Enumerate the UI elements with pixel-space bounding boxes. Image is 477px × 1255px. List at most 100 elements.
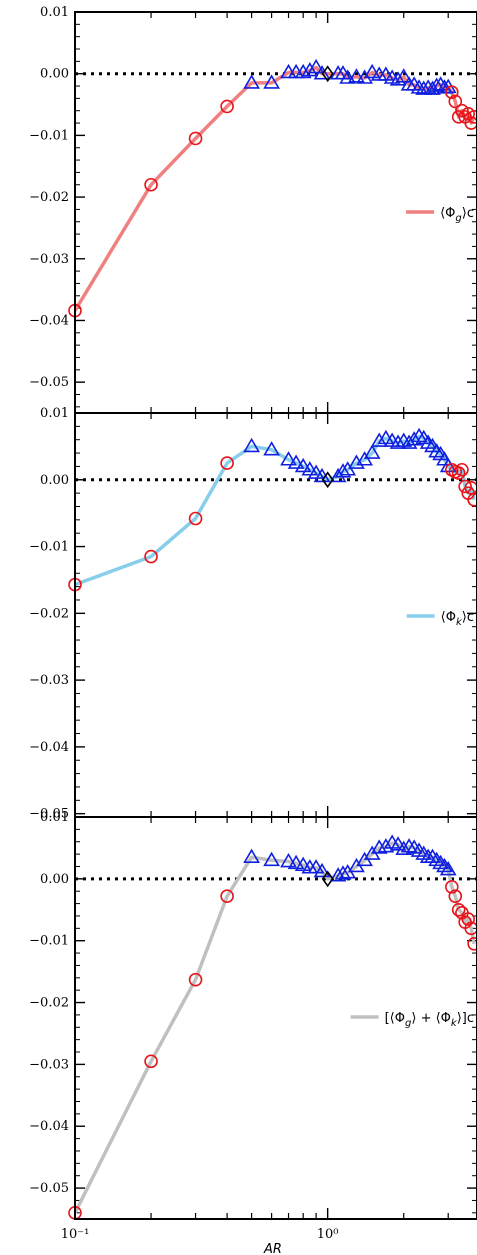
y-tick-label: −0.03	[29, 252, 69, 267]
data-point-circle	[445, 880, 459, 894]
y-tick-label: −0.05	[29, 1181, 69, 1196]
data-point-triangle	[389, 434, 407, 449]
data-point-triangle	[370, 432, 388, 447]
data-point-circle	[445, 85, 459, 99]
data-point-triangle	[313, 65, 331, 80]
y-tick-label: −0.01	[29, 934, 69, 949]
data-point-triangle	[287, 854, 305, 870]
data-point-circle	[461, 912, 476, 926]
data-point-triangle	[377, 66, 395, 81]
y-tick-label: 0.00	[40, 872, 69, 887]
data-point-triangle	[301, 461, 319, 476]
data-point-triangle	[428, 77, 446, 92]
data-point-triangle	[263, 851, 281, 867]
y-tick-label: 0.01	[40, 810, 69, 825]
y-tick-label: −0.02	[29, 996, 69, 1011]
data-point-triangle	[428, 851, 446, 867]
data-point-triangle	[439, 457, 457, 473]
data-point-triangle	[432, 76, 450, 91]
data-point-triangle	[280, 852, 297, 868]
y-tick-label: −0.04	[29, 740, 69, 755]
data-point-circle	[144, 549, 158, 564]
data-point-circle	[188, 511, 203, 526]
data-point-triangle	[280, 451, 297, 466]
data-point-triangle	[287, 454, 305, 469]
y-tick-label: −0.03	[29, 1057, 69, 1072]
data-point-triangle	[400, 838, 418, 853]
legend-label: ⟨Φk⟩c	[441, 610, 474, 628]
data-point-triangle	[294, 856, 312, 872]
x-axis-title: AR	[263, 1242, 282, 1255]
data-point-triangle	[339, 69, 357, 84]
data-point-circle	[188, 972, 203, 987]
data-point-triangle	[436, 857, 453, 873]
data-point-circle	[448, 889, 463, 903]
data-point-circle	[451, 466, 466, 480]
data-point-triangle	[410, 79, 428, 94]
data-point-circle	[455, 462, 469, 477]
series-line	[73, 65, 476, 312]
data-point-diamond	[321, 65, 334, 83]
data-point-triangle	[294, 457, 312, 473]
data-point-circle	[220, 99, 234, 114]
data-point-triangle	[334, 865, 352, 880]
y-tick-label: 0.00	[40, 473, 69, 488]
y-tick-label: 0.00	[40, 67, 69, 82]
y-tick-label: −0.05	[29, 375, 69, 390]
data-point-triangle	[243, 437, 260, 453]
data-point-circle	[220, 456, 234, 470]
y-tick-label: −0.02	[29, 606, 69, 621]
data-point-circle	[188, 131, 203, 146]
data-point-circle	[467, 493, 477, 507]
data-point-circle	[467, 110, 477, 124]
data-point-triangle	[307, 58, 325, 74]
data-point-diamond	[321, 870, 334, 888]
data-point-triangle	[405, 431, 423, 446]
data-point-circle	[220, 889, 234, 903]
data-point-triangle	[389, 836, 407, 851]
series-line	[73, 841, 476, 1214]
data-point-triangle	[243, 848, 260, 864]
data-point-triangle	[363, 444, 381, 459]
y-tick-label: −0.05	[29, 807, 69, 822]
data-point-triangle	[395, 840, 413, 855]
data-point-triangle	[410, 427, 428, 443]
y-tick-label: −0.04	[29, 313, 69, 328]
y-tick-label: −0.04	[29, 1119, 69, 1134]
data-point-triangle	[294, 63, 312, 79]
data-point-triangle	[301, 62, 319, 77]
data-point-triangle	[307, 859, 325, 874]
data-point-triangle	[428, 443, 446, 458]
data-point-triangle	[363, 63, 381, 79]
y-tick-label: −0.01	[29, 540, 69, 555]
data-point-circle	[467, 936, 477, 951]
data-point-triangle	[348, 68, 365, 83]
x-tick-label: 10⁻¹	[61, 1227, 90, 1242]
data-point-triangle	[415, 80, 433, 95]
data-point-circle	[448, 94, 463, 109]
legend-label: [⟨Φg⟩ + ⟨Φk⟩]c	[385, 1011, 474, 1029]
data-point-circle	[144, 1054, 158, 1069]
y-tick-label: 0.01	[40, 5, 69, 20]
data-point-circle	[144, 177, 158, 192]
data-point-circle	[451, 902, 466, 917]
data-point-triangle	[389, 71, 407, 86]
x-tick-label: 10⁰	[317, 1227, 339, 1242]
plot-frame	[74, 816, 477, 1220]
legend-label: ⟨Φg⟩c	[440, 206, 474, 224]
data-point-diamond	[321, 471, 334, 489]
data-point-circle	[464, 116, 477, 130]
data-point-triangle	[432, 854, 450, 870]
y-tick-label: −0.03	[29, 673, 69, 688]
series-line	[74, 434, 476, 587]
y-tick-label: −0.02	[29, 190, 69, 205]
data-point-triangle	[395, 68, 413, 83]
data-point-triangle	[334, 463, 352, 478]
data-point-circle	[464, 921, 477, 936]
data-point-triangle	[424, 848, 441, 864]
data-point-triangle	[243, 74, 260, 89]
y-tick-label: −0.01	[29, 128, 69, 143]
data-point-triangle	[313, 862, 331, 878]
data-point-triangle	[439, 860, 457, 876]
